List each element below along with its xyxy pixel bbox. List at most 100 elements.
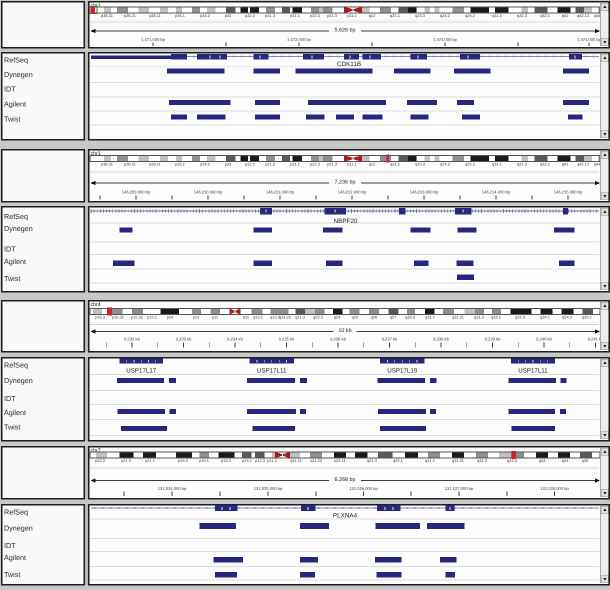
svg-text:p31.1: p31.1 [290,162,300,167]
svg-text:146,212,000 bp: 146,212,000 bp [338,190,367,195]
svg-text:q35: q35 [582,458,589,463]
svg-text:1,473,000 bp: 1,473,000 bp [433,37,458,42]
svg-text:131,525,000 bp: 131,525,000 bp [254,486,283,491]
svg-text:q32.1: q32.1 [491,315,501,320]
svg-text:p15.1: p15.1 [147,315,157,320]
svg-text:q25: q25 [352,315,359,320]
svg-text:IDT: IDT [4,85,16,94]
svg-text:p11: p11 [212,315,218,320]
svg-text:q25.2: q25.2 [465,13,475,18]
svg-text:p36.31: p36.31 [101,162,113,167]
svg-text:q33: q33 [539,458,546,463]
svg-text:USP17L11: USP17L11 [257,367,287,374]
svg-text:146,215,000 bp: 146,215,000 bp [554,190,583,195]
svg-text:IDT: IDT [4,245,16,254]
svg-text:q21.3: q21.3 [367,458,377,463]
svg-text:131,526,000 bp: 131,526,000 bp [349,486,378,491]
svg-text:6,268 bp: 6,268 bp [335,477,356,483]
svg-text:q24.2: q24.2 [440,13,450,18]
svg-text:p36.21: p36.21 [124,162,136,167]
svg-text:131,528,000 bp: 131,528,000 bp [540,486,569,491]
svg-text:p32.2: p32.2 [245,162,255,167]
svg-text:USP17L17: USP17L17 [126,367,156,374]
svg-text:q31.3: q31.3 [474,315,484,320]
svg-text:q11: q11 [243,315,249,320]
svg-text:q25.2: q25.2 [465,162,475,167]
svg-text:9,233 kb: 9,233 kb [176,337,192,342]
svg-text:q32.1: q32.1 [540,13,550,18]
svg-text:p15.3: p15.3 [178,458,188,463]
svg-text:q44: q44 [594,13,601,18]
svg-text:q32.3: q32.3 [515,315,525,320]
svg-text:IDT: IDT [4,394,16,403]
svg-text:9,238 kb: 9,238 kb [433,337,449,342]
svg-text:q21.1: q21.1 [390,162,400,167]
svg-text:p31.3: p31.3 [265,162,275,167]
svg-text:p11.1: p11.1 [347,162,356,167]
svg-text:q32.1: q32.1 [540,162,550,167]
svg-text:p21.3: p21.3 [327,162,337,167]
svg-text:q31.21: q31.21 [452,315,464,320]
svg-text:RefSeq: RefSeq [4,56,28,65]
svg-text:q24: q24 [334,315,341,320]
svg-text:q42.13: q42.13 [577,13,589,18]
svg-text:Dynegen: Dynegen [4,524,33,533]
svg-text:p16.3: p16.3 [95,315,105,320]
svg-text:p35.1: p35.1 [175,13,185,18]
svg-text:q11.23: q11.23 [310,458,322,463]
svg-text:USP17L11: USP17L11 [518,367,548,374]
svg-text:p31.3: p31.3 [265,13,275,18]
svg-text:p21.3: p21.3 [327,13,337,18]
svg-text:9,235 kb: 9,235 kb [279,337,295,342]
svg-text:p36.11: p36.11 [149,13,161,18]
svg-text:PLXNA4: PLXNA4 [333,513,358,520]
svg-text:q13.3: q13.3 [270,315,280,320]
svg-text:146,209,000 bp: 146,209,000 bp [122,190,151,195]
svg-text:p14.3: p14.3 [221,458,231,463]
svg-text:9,234 kb: 9,234 kb [227,337,243,342]
svg-text:q31.1: q31.1 [425,458,435,463]
svg-text:q31.1: q31.1 [425,315,435,320]
svg-text:Agilent: Agilent [4,553,26,562]
svg-text:p11.1: p11.1 [347,13,356,18]
svg-text:p32.2: p32.2 [245,13,255,18]
svg-text:p22.3: p22.3 [310,162,320,167]
svg-text:q31.3: q31.3 [517,162,527,167]
svg-text:q34: q34 [562,458,569,463]
svg-text:IDT: IDT [4,541,16,550]
svg-text:p22.3: p22.3 [95,458,105,463]
svg-text:q41: q41 [562,13,569,18]
svg-text:chr7: chr7 [91,448,101,454]
svg-text:p14: p14 [167,315,174,320]
svg-text:p36.31: p36.31 [101,13,113,18]
svg-text:q21.11: q21.11 [334,458,346,463]
svg-text:Twist: Twist [4,570,20,579]
svg-text:Agilent: Agilent [4,408,26,417]
svg-text:p33: p33 [225,13,232,18]
svg-text:9,237 kb: 9,237 kb [382,337,398,342]
svg-text:CDK11B: CDK11B [337,61,361,68]
svg-text:p15.1: p15.1 [199,458,209,463]
svg-text:5,626 bp: 5,626 bp [335,28,356,34]
svg-text:p14.1: p14.1 [242,458,252,463]
svg-text:131,527,000 bp: 131,527,000 bp [445,486,474,491]
svg-text:p15.32: p15.32 [112,315,124,320]
svg-text:Dynegen: Dynegen [4,224,33,233]
svg-text:7,236 bp: 7,236 bp [335,180,356,186]
svg-text:q35.1: q35.1 [582,315,592,320]
svg-text:chr1: chr1 [91,151,101,157]
svg-text:RefSeq: RefSeq [4,212,28,221]
svg-text:q31.1: q31.1 [492,162,502,167]
svg-text:q28.3: q28.3 [405,315,415,320]
svg-text:q34.3: q34.3 [562,315,572,320]
svg-text:q41: q41 [562,162,569,167]
svg-text:q26: q26 [371,315,378,320]
svg-text:Twist: Twist [4,115,20,124]
svg-text:p21.3: p21.3 [121,458,131,463]
svg-text:p35.1: p35.1 [175,162,185,167]
svg-text:p31.1: p31.1 [290,13,300,18]
svg-text:p12.3: p12.3 [255,458,265,463]
svg-text:q21.21: q21.21 [279,315,291,320]
svg-text:p13: p13 [193,315,200,320]
svg-text:146,213,000 bp: 146,213,000 bp [410,190,439,195]
